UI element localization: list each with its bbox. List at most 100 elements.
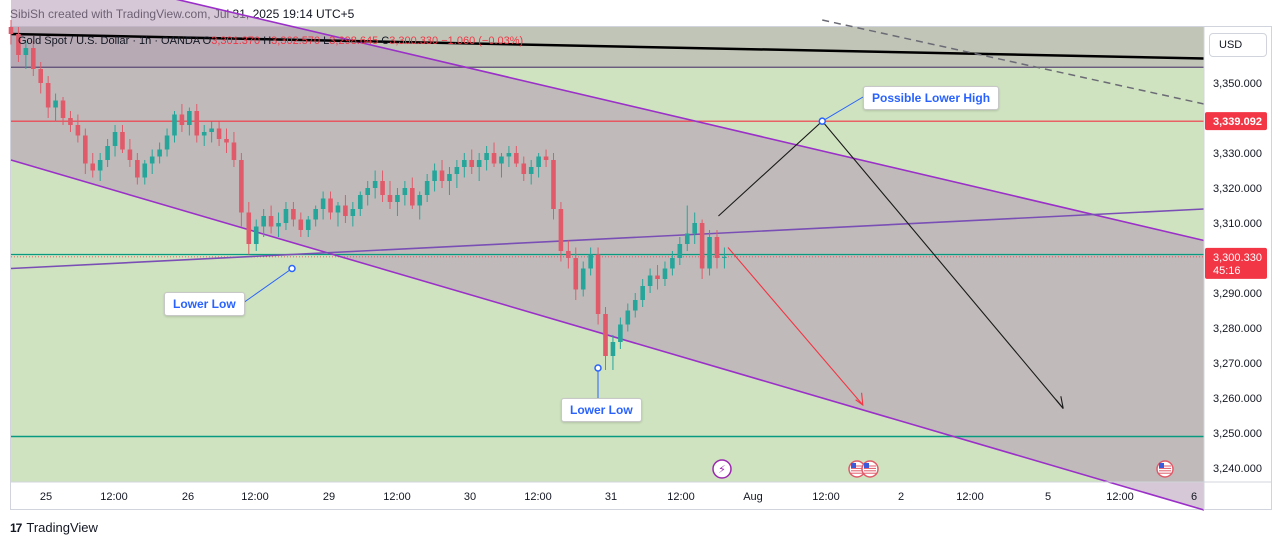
candle-body	[699, 223, 705, 269]
tradingview-footer[interactable]: 17 TradingView	[10, 520, 98, 535]
candle-body	[462, 160, 467, 167]
candle-body	[23, 48, 29, 55]
currency-button[interactable]: USD	[1209, 33, 1267, 57]
long-trend-line	[10, 32, 1205, 60]
candle-body	[521, 163, 527, 174]
candle-body	[142, 163, 148, 178]
candle-body	[320, 198, 326, 209]
candle-body	[469, 160, 475, 167]
candle-body	[417, 195, 423, 206]
callout-anchor-dot	[818, 117, 826, 125]
candle-body	[573, 258, 579, 290]
dashed-trend-line	[822, 19, 1205, 105]
lightning-glyph: ⚡	[718, 463, 726, 476]
open-label: O	[202, 35, 212, 47]
x-tick-label: 12:00	[812, 491, 840, 503]
high-label: H	[263, 35, 272, 47]
projection-black-arrowhead	[1055, 396, 1064, 409]
chart-frame	[10, 26, 1272, 510]
candle-body	[610, 342, 616, 356]
candle-body	[291, 209, 296, 220]
candle-body	[305, 219, 311, 230]
x-tick-label: 25	[40, 491, 52, 503]
candle-body	[588, 254, 593, 269]
candle-body	[60, 100, 66, 118]
y-tick-label: 3,350.000	[1213, 78, 1262, 90]
open-value: 3,301.370	[211, 35, 261, 47]
candle-body	[618, 324, 623, 342]
projection-red-arrowhead	[855, 392, 864, 407]
close-label: C	[381, 35, 390, 47]
close-value: 3,300.330	[389, 35, 439, 47]
candle-body	[476, 160, 482, 167]
candle-body	[677, 244, 683, 258]
level-price-text: 3,339.092	[1213, 116, 1262, 128]
trend-mid-line	[10, 208, 1205, 270]
x-tick-label: 12:00	[241, 491, 269, 503]
possible-lower-high-callout[interactable]: Possible Lower High	[863, 86, 1000, 110]
y-tick-label: 3,330.000	[1213, 148, 1262, 160]
y-tick-label: 3,250.000	[1213, 428, 1262, 440]
candle-body	[120, 132, 125, 150]
candle-body	[447, 174, 452, 181]
candle-body	[224, 139, 229, 143]
candle-body	[365, 188, 371, 195]
candle-body	[209, 128, 214, 132]
x-tick-label: 12:00	[1106, 491, 1134, 503]
candle-body	[514, 153, 519, 164]
candle-body	[543, 156, 549, 160]
candle-body	[239, 160, 244, 213]
callout-text: Lower Low	[570, 403, 633, 417]
candle-body	[75, 125, 81, 136]
candle-body	[692, 223, 697, 234]
x-tick-label: 2	[898, 491, 904, 503]
candle-body	[439, 170, 445, 181]
candle-body	[276, 223, 281, 227]
callout-anchor-dot	[594, 364, 602, 372]
candle-body	[38, 69, 44, 83]
x-tick-label: Aug	[743, 491, 763, 503]
candle-body	[172, 114, 177, 136]
candle-body	[298, 219, 304, 230]
candle-body	[16, 34, 21, 55]
candle-body	[714, 237, 720, 258]
candle-body	[670, 258, 675, 269]
candle-body	[283, 209, 289, 223]
x-tick-label: 29	[323, 491, 335, 503]
lower-low-callout-1[interactable]: Lower Low	[164, 292, 245, 316]
candle-body	[647, 275, 653, 286]
x-tick-label: 5	[1045, 491, 1051, 503]
x-tick-label: 26	[182, 491, 194, 503]
callout-anchor-dot	[288, 264, 296, 273]
last-price-badge	[1205, 247, 1267, 279]
y-tick-label: 3,310.000	[1213, 218, 1262, 230]
candle-body	[551, 160, 556, 209]
candle-body	[707, 237, 712, 269]
candle-body	[640, 286, 645, 300]
callout-pointer	[242, 268, 293, 304]
candle-body	[105, 146, 110, 160]
candle-body	[335, 205, 341, 213]
candle-body	[380, 181, 385, 195]
lower-low-callout-2[interactable]: Lower Low	[561, 398, 642, 422]
candle-body	[372, 181, 378, 188]
x-tick-label: 30	[464, 491, 476, 503]
change-value: −1.060 (−0.03%)	[441, 35, 524, 47]
candle-body	[424, 181, 430, 195]
candle-body	[625, 310, 631, 325]
candle-body	[528, 167, 534, 174]
x-tick-label: 6	[1191, 491, 1197, 503]
candle-body	[90, 163, 96, 171]
candle-body	[268, 216, 274, 227]
callout-text: Possible Lower High	[872, 91, 991, 105]
candle-body	[194, 111, 200, 136]
candle-body	[395, 195, 400, 202]
candle-body	[566, 251, 571, 258]
candle-body	[409, 188, 415, 206]
currency-label: USD	[1219, 39, 1243, 51]
x-tick-label: 12:00	[383, 491, 411, 503]
us-flag-event-icon-canton	[864, 463, 869, 468]
candle-body	[357, 195, 363, 209]
candle-body	[343, 205, 348, 216]
